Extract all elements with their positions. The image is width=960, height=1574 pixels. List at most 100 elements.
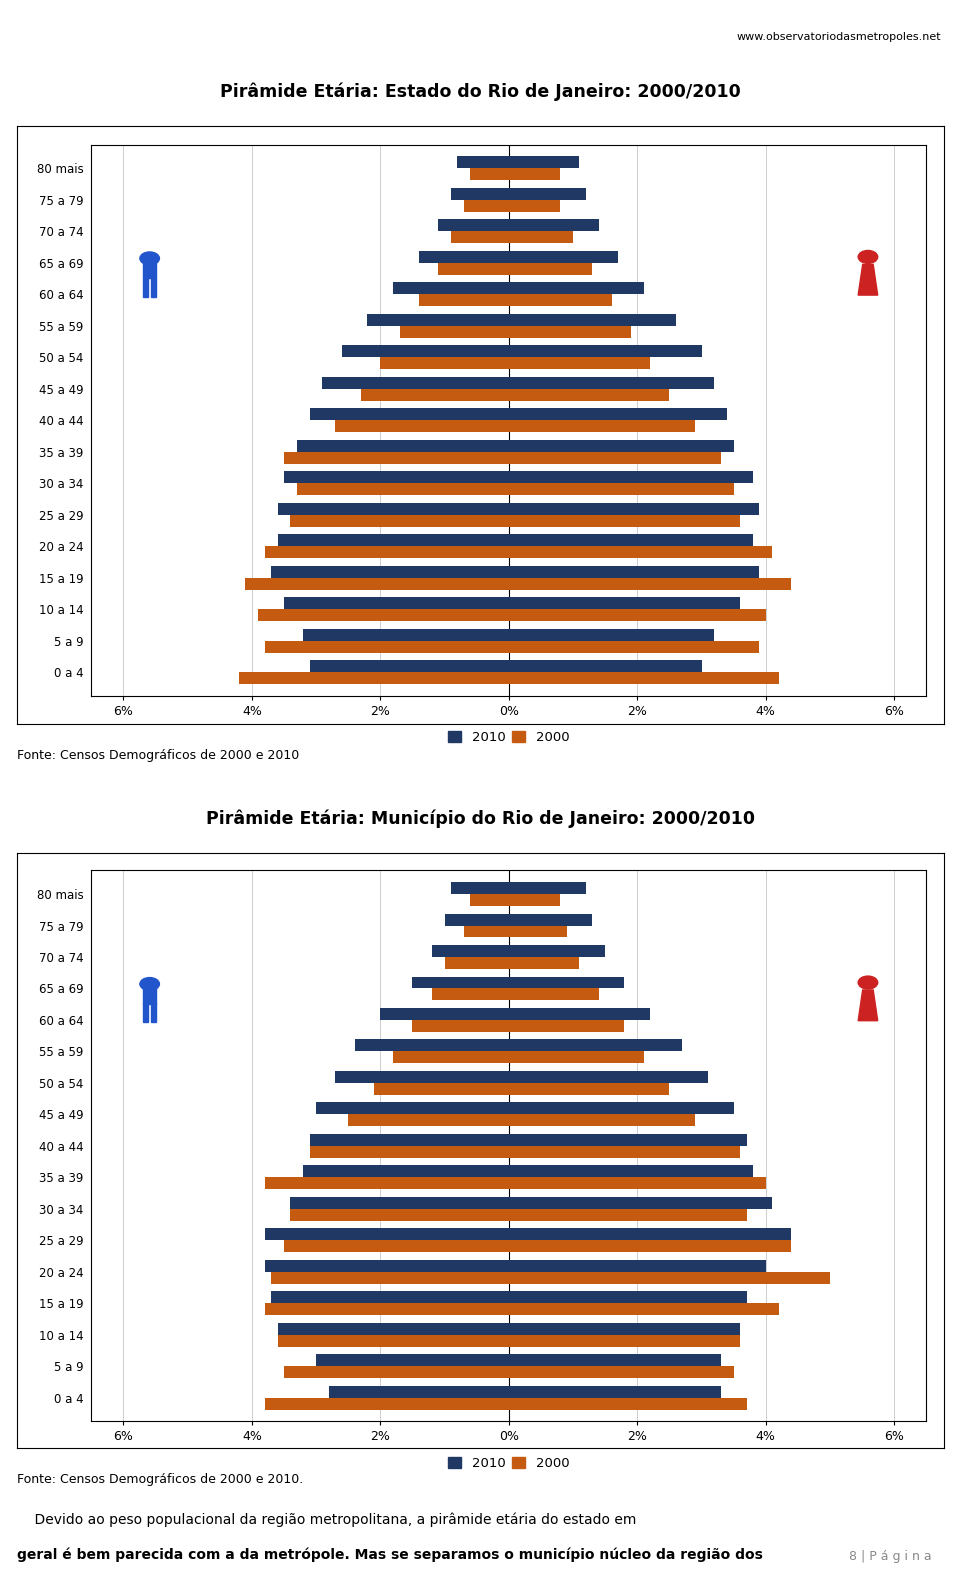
- Bar: [509, 420, 695, 433]
- Bar: [509, 988, 599, 1001]
- Bar: [265, 1398, 509, 1410]
- Bar: [348, 1114, 509, 1127]
- Bar: [509, 452, 721, 464]
- Bar: [284, 1240, 509, 1253]
- Bar: [277, 1322, 509, 1335]
- Bar: [271, 1272, 509, 1284]
- Bar: [323, 376, 509, 389]
- Bar: [509, 534, 753, 546]
- Bar: [509, 1196, 772, 1209]
- Bar: [284, 1366, 509, 1379]
- Bar: [509, 1366, 733, 1379]
- Bar: [509, 357, 650, 370]
- Text: geral é bem parecida com a da metrópole. Mas se separamos o município núcleo da : geral é bem parecida com a da metrópole.…: [17, 1547, 763, 1561]
- Bar: [444, 913, 509, 926]
- Circle shape: [858, 250, 877, 263]
- Bar: [509, 345, 702, 357]
- Bar: [335, 1070, 509, 1083]
- Bar: [509, 1272, 830, 1284]
- Bar: [509, 1385, 721, 1398]
- Legend: 2010, 2000: 2010, 2000: [443, 1451, 575, 1475]
- Bar: [432, 988, 509, 1001]
- Bar: [342, 345, 509, 357]
- Bar: [451, 231, 509, 244]
- Bar: [265, 1177, 509, 1190]
- Bar: [509, 219, 599, 231]
- Bar: [509, 546, 772, 559]
- Bar: [297, 483, 509, 496]
- Bar: [380, 1007, 509, 1020]
- Bar: [143, 1003, 148, 1022]
- Bar: [151, 1003, 156, 1022]
- Bar: [509, 1020, 624, 1033]
- Bar: [271, 1291, 509, 1303]
- Bar: [509, 597, 740, 609]
- Bar: [470, 168, 509, 181]
- Bar: [277, 1335, 509, 1347]
- Bar: [509, 881, 586, 894]
- Bar: [310, 660, 509, 672]
- Bar: [361, 389, 509, 401]
- Bar: [413, 1020, 509, 1033]
- Bar: [509, 1240, 791, 1253]
- Bar: [277, 534, 509, 546]
- Bar: [413, 976, 509, 988]
- Bar: [310, 1133, 509, 1146]
- Bar: [509, 294, 612, 307]
- Bar: [335, 420, 509, 433]
- Bar: [509, 944, 605, 957]
- Bar: [464, 926, 509, 938]
- Polygon shape: [858, 990, 877, 1020]
- Bar: [509, 1039, 683, 1051]
- Polygon shape: [858, 264, 877, 294]
- Bar: [329, 1385, 509, 1398]
- Bar: [290, 1196, 509, 1209]
- Text: www.observatoriodasmetropoles.net: www.observatoriodasmetropoles.net: [736, 31, 941, 42]
- Bar: [509, 628, 714, 641]
- Bar: [509, 672, 779, 685]
- Bar: [290, 1209, 509, 1221]
- Circle shape: [140, 252, 159, 264]
- Bar: [509, 483, 733, 496]
- Bar: [284, 597, 509, 609]
- Bar: [509, 660, 702, 672]
- Bar: [509, 168, 561, 181]
- Text: Fonte: Censos Demográficos de 2000 e 2010.: Fonte: Censos Demográficos de 2000 e 201…: [17, 1473, 303, 1486]
- Bar: [457, 156, 509, 168]
- Bar: [509, 1114, 695, 1127]
- Bar: [509, 502, 759, 515]
- Bar: [509, 376, 714, 389]
- Text: Pirâmide Etária: Estado do Rio de Janeiro: 2000/2010: Pirâmide Etária: Estado do Rio de Janeir…: [220, 82, 740, 101]
- Bar: [432, 944, 509, 957]
- Bar: [354, 1039, 509, 1051]
- Text: 8 | P á g i n a: 8 | P á g i n a: [849, 1550, 931, 1563]
- Bar: [303, 628, 509, 641]
- Bar: [509, 326, 631, 338]
- Bar: [509, 1354, 721, 1366]
- Bar: [310, 408, 509, 420]
- Bar: [399, 326, 509, 338]
- Bar: [509, 250, 618, 263]
- Bar: [509, 976, 624, 988]
- Bar: [151, 277, 156, 296]
- Bar: [509, 1133, 747, 1146]
- Bar: [509, 926, 566, 938]
- Bar: [509, 200, 561, 212]
- Bar: [509, 282, 644, 294]
- Bar: [290, 515, 509, 527]
- Bar: [509, 231, 573, 244]
- Bar: [438, 263, 509, 275]
- Bar: [265, 1228, 509, 1240]
- Bar: [419, 294, 509, 307]
- Bar: [509, 313, 676, 326]
- Bar: [509, 439, 733, 452]
- Bar: [470, 894, 509, 907]
- Bar: [509, 609, 766, 622]
- Bar: [509, 1102, 733, 1114]
- Bar: [509, 1051, 644, 1064]
- Bar: [509, 1165, 753, 1177]
- Bar: [509, 1007, 650, 1020]
- Bar: [509, 1070, 708, 1083]
- Bar: [265, 1259, 509, 1272]
- Bar: [284, 452, 509, 464]
